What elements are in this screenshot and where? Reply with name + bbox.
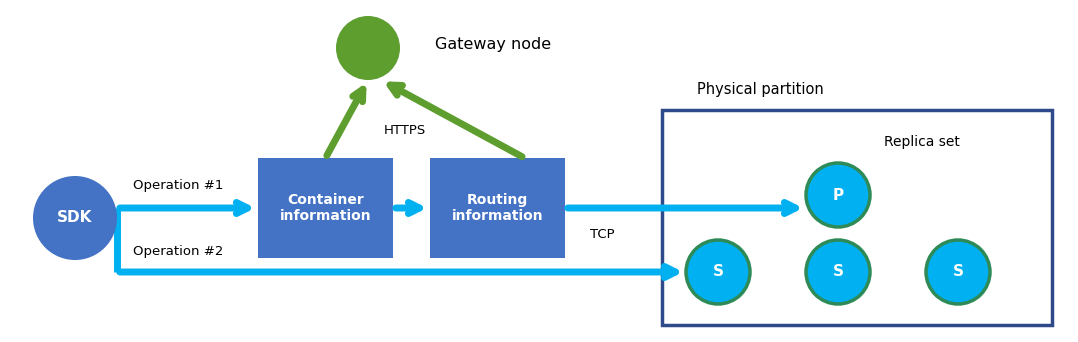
Text: TCP: TCP bbox=[590, 228, 614, 241]
Text: Physical partition: Physical partition bbox=[696, 82, 824, 97]
FancyBboxPatch shape bbox=[662, 110, 1052, 325]
Text: Operation #1: Operation #1 bbox=[133, 179, 223, 192]
Ellipse shape bbox=[806, 163, 870, 227]
Ellipse shape bbox=[686, 240, 750, 304]
FancyBboxPatch shape bbox=[258, 158, 393, 258]
Text: Operation #2: Operation #2 bbox=[133, 246, 223, 259]
FancyBboxPatch shape bbox=[430, 158, 565, 258]
Text: Container
information: Container information bbox=[279, 193, 371, 223]
Ellipse shape bbox=[806, 240, 870, 304]
Ellipse shape bbox=[33, 176, 118, 260]
Ellipse shape bbox=[336, 16, 400, 80]
Text: Routing
information: Routing information bbox=[452, 193, 543, 223]
Text: S: S bbox=[832, 264, 843, 279]
Text: Replica set: Replica set bbox=[884, 135, 960, 149]
Text: S: S bbox=[713, 264, 723, 279]
Text: SDK: SDK bbox=[57, 210, 93, 225]
Text: Gateway node: Gateway node bbox=[436, 38, 551, 53]
Ellipse shape bbox=[926, 240, 990, 304]
Text: HTTPS: HTTPS bbox=[384, 123, 426, 136]
Text: P: P bbox=[832, 187, 844, 202]
Text: S: S bbox=[953, 264, 964, 279]
